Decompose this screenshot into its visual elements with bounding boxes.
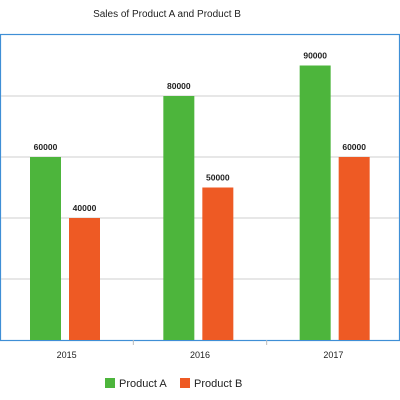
legend-swatch xyxy=(180,378,190,388)
bar-product-a-2016 xyxy=(163,96,195,340)
bar-product-b-2016 xyxy=(202,187,234,340)
data-label: 80000 xyxy=(167,81,191,91)
bar-product-b-2015 xyxy=(69,218,100,340)
legend-label: Product A xyxy=(119,378,167,390)
grid-layer xyxy=(1,95,399,280)
data-label: 60000 xyxy=(34,142,58,152)
x-tick-label: 2016 xyxy=(190,350,210,360)
bar-product-b-2017 xyxy=(338,157,370,340)
x-tick-label: 2015 xyxy=(57,350,77,360)
data-label: 90000 xyxy=(303,51,327,61)
bar-product-a-2017 xyxy=(299,65,331,340)
legend-label: Product B xyxy=(194,378,242,390)
bar-product-a-2015 xyxy=(30,157,61,340)
x-tick-label: 2017 xyxy=(323,350,343,360)
data-label-layer: 60000 40000 80000 50000 90000 60000 xyxy=(34,51,367,214)
data-label: 50000 xyxy=(206,173,230,183)
data-label: 40000 xyxy=(73,203,97,213)
legend: Product A Product B xyxy=(105,378,242,390)
bar-layer xyxy=(30,65,370,340)
legend-swatch xyxy=(105,378,115,388)
chart-title: Sales of Product A and Product B xyxy=(93,9,241,20)
x-axis: 2015 2016 2017 xyxy=(57,340,343,360)
data-label: 60000 xyxy=(342,142,366,152)
